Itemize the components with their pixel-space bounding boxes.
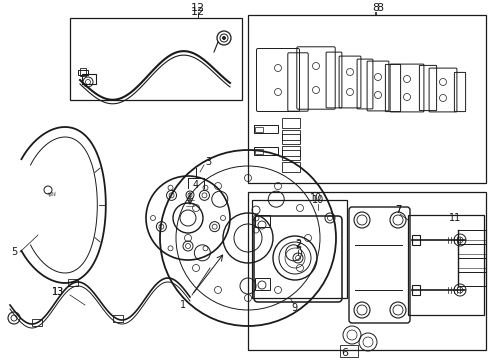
Circle shape: [222, 36, 225, 40]
Text: 8: 8: [372, 3, 380, 13]
Text: 11: 11: [449, 213, 461, 223]
Bar: [255, 278, 270, 290]
Bar: [254, 147, 278, 155]
Bar: [340, 345, 358, 357]
Text: 2: 2: [295, 240, 301, 250]
Text: 7: 7: [395, 205, 401, 215]
Bar: [255, 215, 270, 227]
Text: 12: 12: [191, 7, 205, 17]
Text: 10: 10: [310, 193, 322, 203]
Text: 2: 2: [295, 239, 301, 249]
Bar: [255, 127, 263, 132]
Bar: [282, 162, 300, 172]
Bar: [282, 130, 300, 140]
Bar: [248, 15, 486, 183]
Text: 9: 9: [291, 303, 297, 313]
Text: 3: 3: [205, 157, 211, 167]
Bar: [282, 134, 300, 144]
Text: 8: 8: [376, 3, 384, 13]
Bar: [408, 215, 484, 315]
Text: 5: 5: [11, 247, 17, 257]
Text: TRV: TRV: [47, 192, 57, 198]
Bar: [70, 18, 242, 100]
Bar: [254, 125, 278, 133]
Text: 4: 4: [193, 180, 199, 190]
Text: 7: 7: [395, 205, 401, 215]
Bar: [255, 149, 263, 154]
Bar: [282, 150, 300, 160]
Text: 13: 13: [52, 287, 64, 297]
Bar: [68, 279, 78, 286]
Bar: [32, 319, 42, 326]
Bar: [248, 192, 486, 350]
Bar: [282, 146, 300, 156]
Bar: [82, 74, 96, 84]
Text: 1: 1: [180, 300, 186, 310]
Bar: [113, 315, 123, 322]
Bar: [412, 285, 420, 295]
Bar: [80, 68, 86, 76]
Bar: [252, 200, 347, 298]
Text: 12: 12: [191, 3, 205, 13]
Bar: [412, 235, 420, 245]
Text: 6: 6: [342, 348, 348, 358]
Bar: [282, 118, 300, 128]
Text: 13: 13: [52, 287, 64, 297]
Text: 10: 10: [312, 195, 324, 205]
Bar: [78, 70, 88, 75]
